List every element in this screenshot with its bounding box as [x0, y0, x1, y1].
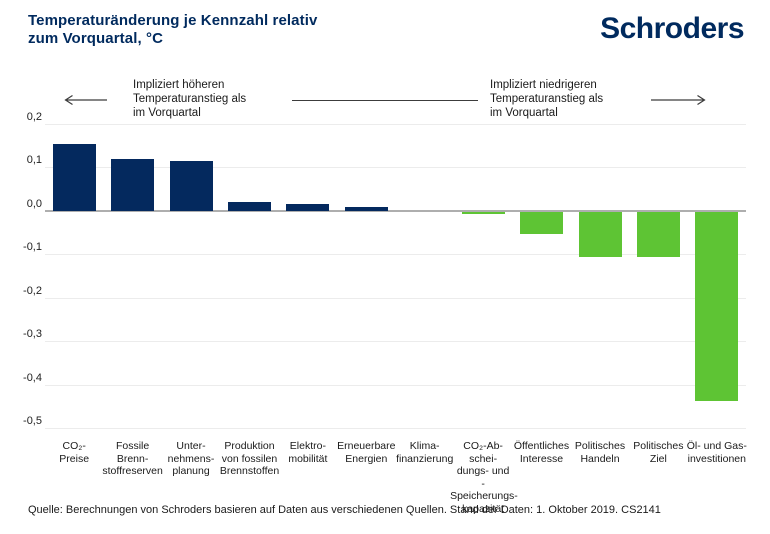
annotation-divider-line [292, 100, 478, 101]
gridline [45, 428, 746, 429]
y-axis-tick-label: 0,1 [26, 154, 42, 167]
gridline [45, 341, 746, 343]
y-axis-tick-label: -0,3 [23, 328, 42, 341]
chart-bar [344, 206, 388, 211]
x-axis-category-label: Öl- und Gas- investitionen [686, 440, 747, 465]
x-axis-category-label: Öffentliches Interesse [513, 440, 570, 465]
x-axis-category-label: CO₂-Ab- schei- dungs- und -Speicherungs-… [450, 440, 518, 515]
gridline [45, 167, 746, 169]
x-axis-category-label: CO₂- Preise [59, 440, 90, 465]
x-axis-category-label: Politisches Ziel [633, 440, 684, 465]
chart-bar [578, 211, 622, 258]
y-axis-tick-label: -0,1 [23, 241, 42, 254]
page-title: Temperaturänderung je Kennzahl relativ z… [28, 12, 318, 47]
chart-bar [695, 211, 739, 401]
arrow-right-icon [651, 94, 706, 106]
y-axis-tick-label: -0,2 [23, 284, 42, 297]
gridline [45, 254, 746, 256]
y-axis-tick-label: 0,2 [26, 111, 42, 123]
chart-bar [286, 204, 330, 211]
y-axis-tick-label: -0,5 [23, 415, 42, 427]
arrow-left-icon [64, 94, 107, 106]
source-note: Quelle: Berechnungen von Schroders basie… [28, 504, 661, 516]
gridline [45, 124, 746, 125]
x-axis-category-label: Unter- nehmens- planung [167, 440, 215, 477]
x-axis-category-label: Fossile Brenn- stoffreserven [102, 440, 163, 477]
y-axis-tick-label: -0,4 [23, 371, 42, 384]
x-axis-category-label: Produktion von fossilen Brennstoffen [219, 440, 280, 477]
chart-bar [111, 158, 155, 211]
chart-bar [52, 143, 96, 211]
schroders-logo: Schroders [600, 12, 744, 45]
gridline [45, 297, 746, 299]
chart-bar [520, 211, 563, 234]
chart-bar [636, 211, 680, 258]
chart-bar [169, 160, 213, 211]
x-axis-line [45, 209, 746, 212]
chart-bar [228, 202, 271, 211]
x-axis-category-label: Politisches Handeln [574, 440, 626, 465]
x-axis-category-label: Klima- finanzierung [396, 440, 454, 465]
lower-temp-note: Impliziert niedrigeren Temperaturanstieg… [490, 79, 604, 120]
chart-bar [461, 211, 505, 215]
x-axis-category-label: Elektro- mobilität [288, 440, 328, 465]
y-axis-tick-label: 0,0 [26, 197, 42, 210]
gridline [45, 384, 746, 386]
higher-temp-note: Impliziert höheren Temperaturanstieg als… [133, 79, 247, 120]
x-axis-category-label: Erneuerbare Energien [337, 440, 396, 465]
